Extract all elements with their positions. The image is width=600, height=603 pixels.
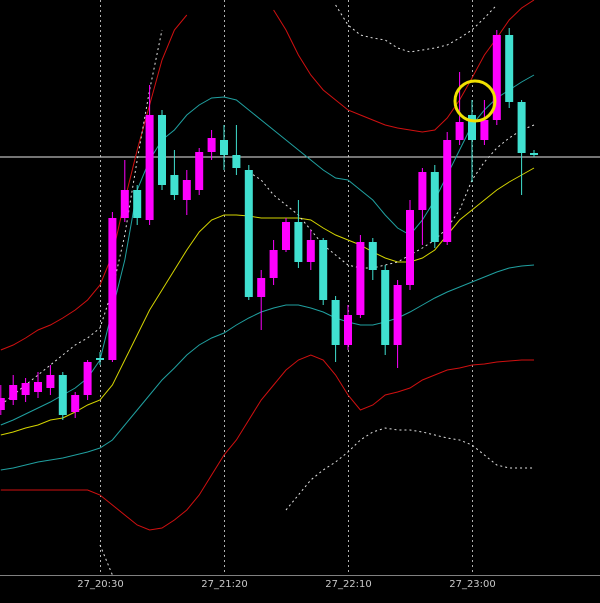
candle-body [244,170,253,297]
x-tick-label: 27_23:00 [449,579,496,590]
candle-body [133,190,142,218]
candle-body [46,375,55,388]
candle-body [480,120,489,140]
candle-body [83,362,92,395]
bands [0,0,535,576]
candle-body [517,102,526,153]
band-line [0,264,535,471]
candle-body [356,242,365,315]
candle-body [430,172,439,242]
candle-body [170,175,179,195]
candle-body [96,358,104,360]
candle-body [294,222,303,262]
candle-body [505,35,514,102]
candle-body [381,270,390,345]
candle-body [368,242,377,270]
candle-body [0,398,5,410]
highlight-circle [453,79,497,123]
candle-body [145,115,154,220]
candle-body [319,240,328,300]
band-line [0,354,534,531]
candle-body [71,395,80,412]
candle-body [220,140,228,155]
candle-body [393,285,402,345]
candle-body [108,218,117,360]
candle-body [443,140,452,242]
candle-body [158,115,166,185]
candle-body [306,240,315,262]
candle-body [58,375,67,415]
candle-body [9,385,18,400]
candle-body [34,382,42,392]
candle-body [468,115,476,140]
x-tick-label: 27_22:10 [325,579,372,590]
candle-body [195,152,204,190]
candle-body [269,250,278,278]
band-line [0,4,498,406]
candle-body [530,153,538,155]
grid [0,0,600,575]
candle-body [455,122,464,140]
candle-body [232,155,241,168]
candle-body [207,138,216,152]
candle-body [492,35,501,120]
candle-body [406,210,414,285]
candle-body [331,300,340,345]
candle-body [21,383,30,395]
candle-body [282,222,290,250]
candle-body [182,180,191,200]
candle-body [120,190,129,218]
candle-body [344,315,352,345]
x-labels: 27_20:30 27_21:20 27_22:10 27_23:00 [77,579,496,590]
candle-body [418,172,427,210]
band-line [248,124,535,269]
x-tick-label: 27_20:30 [77,579,124,590]
band-line [99,427,534,576]
band-line [0,0,535,351]
candles [0,28,538,420]
x-tick-label: 27_21:20 [201,579,248,590]
candle-body [257,278,266,297]
